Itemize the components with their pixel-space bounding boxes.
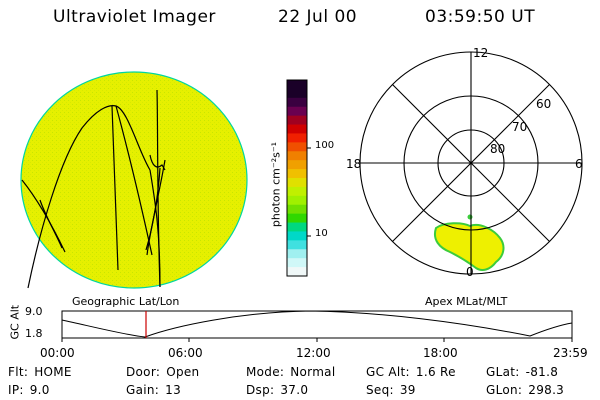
altitude-curve bbox=[61, 310, 573, 338]
colorbar-segment bbox=[287, 133, 307, 143]
geographic-caption: Geographic Lat/Lon bbox=[72, 295, 180, 308]
colorbar-segment bbox=[287, 186, 307, 197]
x-label-0000: 00:00 bbox=[40, 346, 75, 360]
status-gain: Gain: 13 bbox=[126, 383, 181, 397]
status-glon-value: 298.3 bbox=[528, 383, 565, 397]
aurora-dot bbox=[467, 214, 473, 220]
mlt-label-12: 12 bbox=[473, 46, 489, 60]
aurora-region bbox=[434, 222, 505, 271]
status-gcalt-value: 1.6 Re bbox=[415, 365, 456, 379]
status-ip: IP: 9.0 bbox=[8, 383, 50, 397]
status-seq: Seq: 39 bbox=[366, 383, 416, 397]
status-seq-value: 39 bbox=[399, 383, 416, 397]
status-gcalt-label: GC Alt: bbox=[366, 365, 410, 379]
colorbar-segment bbox=[287, 249, 307, 259]
altitude-ytick-bottom: 1.8 bbox=[25, 327, 43, 340]
colorbar-segment bbox=[287, 222, 307, 233]
status-flt: Flt: HOME bbox=[8, 365, 72, 379]
colorbar-segment bbox=[287, 106, 307, 117]
status-glat-value: -81.8 bbox=[525, 365, 559, 379]
colorbar-segment bbox=[287, 178, 307, 188]
colorbar-segment bbox=[287, 124, 307, 135]
colorbar-tick-10: 10 bbox=[315, 228, 328, 239]
colorbar-segment bbox=[287, 151, 307, 161]
x-label-2359: 23:59 bbox=[553, 346, 588, 360]
status-ip-value: 9.0 bbox=[29, 383, 50, 397]
colorbar-segment bbox=[287, 258, 307, 268]
status-gcalt: GC Alt: 1.6 Re bbox=[366, 365, 456, 379]
status-mode-value: Normal bbox=[290, 365, 336, 379]
status-gain-label: Gain: bbox=[126, 383, 160, 397]
colorbar-segment bbox=[287, 267, 307, 277]
status-flt-value: HOME bbox=[34, 365, 72, 379]
colorbar-segment bbox=[287, 204, 307, 215]
mlat-label-60: 60 bbox=[536, 97, 552, 111]
colorbar-segment bbox=[287, 240, 307, 250]
colorbar-frame bbox=[286, 79, 308, 277]
instrument-title: Ultraviolet Imager bbox=[53, 7, 216, 27]
date-label: 22 Jul 00 bbox=[278, 7, 358, 27]
colorbar-segment bbox=[287, 80, 307, 90]
mlat-label-70: 70 bbox=[512, 120, 528, 134]
status-flt-label: Flt: bbox=[8, 365, 29, 379]
colorbar-segment bbox=[287, 213, 307, 224]
mlat-label-80: 80 bbox=[490, 142, 506, 156]
x-label-1800: 18:00 bbox=[423, 346, 458, 360]
altitude-plot-frame bbox=[61, 310, 573, 339]
colorbar-segment bbox=[287, 97, 307, 108]
mlt-label-6: 6 bbox=[575, 157, 583, 171]
x-label-1200: 12:00 bbox=[296, 346, 331, 360]
status-ip-label: IP: bbox=[8, 383, 24, 397]
altitude-ylabel: GC Alt bbox=[8, 304, 22, 340]
status-gain-value: 13 bbox=[165, 383, 182, 397]
earth-disk bbox=[20, 71, 248, 289]
status-mode-label: Mode: bbox=[246, 365, 285, 379]
status-door-label: Door: bbox=[126, 365, 161, 379]
mlt-diagonal-2 bbox=[392, 84, 550, 242]
status-dsp: Dsp: 37.0 bbox=[246, 383, 308, 397]
status-dsp-label: Dsp: bbox=[246, 383, 275, 397]
mlt-label-18: 18 bbox=[346, 157, 362, 171]
colorbar-segment bbox=[287, 142, 307, 152]
colorbar-segment bbox=[287, 231, 307, 241]
status-glat-label: GLat: bbox=[486, 365, 520, 379]
status-glon-label: GLon: bbox=[486, 383, 523, 397]
status-seq-label: Seq: bbox=[366, 383, 394, 397]
colorbar-segment bbox=[287, 88, 307, 99]
time-label: 03:59:50 UT bbox=[425, 7, 536, 27]
x-label-0600: 06:00 bbox=[168, 346, 203, 360]
colorbar-segment bbox=[287, 169, 307, 179]
status-dsp-value: 37.0 bbox=[280, 383, 309, 397]
colorbar-unit-label: photon cm⁻²s⁻¹ bbox=[269, 141, 283, 228]
status-glat: GLat: -81.8 bbox=[486, 365, 558, 379]
altitude-plot bbox=[61, 310, 573, 342]
colorbar-segment bbox=[287, 160, 307, 170]
status-mode: Mode: Normal bbox=[246, 365, 335, 379]
geographic-image bbox=[20, 71, 248, 289]
mlt-label-0: 0 bbox=[466, 265, 474, 279]
mlat-mlt-polar-plot bbox=[359, 51, 583, 275]
colorbar-segment bbox=[287, 115, 307, 126]
status-glon: GLon: 298.3 bbox=[486, 383, 564, 397]
color-bar bbox=[286, 79, 311, 277]
altitude-ytick-top: 9.0 bbox=[25, 305, 43, 318]
status-door: Door: Open bbox=[126, 365, 199, 379]
lat-lon-grid bbox=[21, 89, 166, 289]
apex-caption: Apex MLat/MLT bbox=[425, 295, 508, 308]
colorbar-segment bbox=[287, 195, 307, 206]
colorbar-tick-100: 100 bbox=[315, 140, 335, 151]
status-door-value: Open bbox=[166, 365, 200, 379]
